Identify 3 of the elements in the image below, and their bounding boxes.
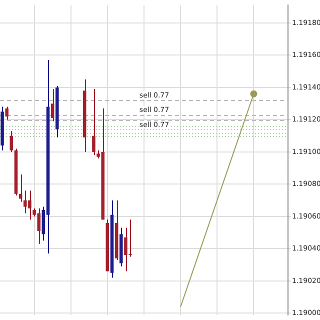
candlestick xyxy=(5,106,9,120)
candlestick xyxy=(10,130,14,152)
candlestick xyxy=(50,88,54,122)
